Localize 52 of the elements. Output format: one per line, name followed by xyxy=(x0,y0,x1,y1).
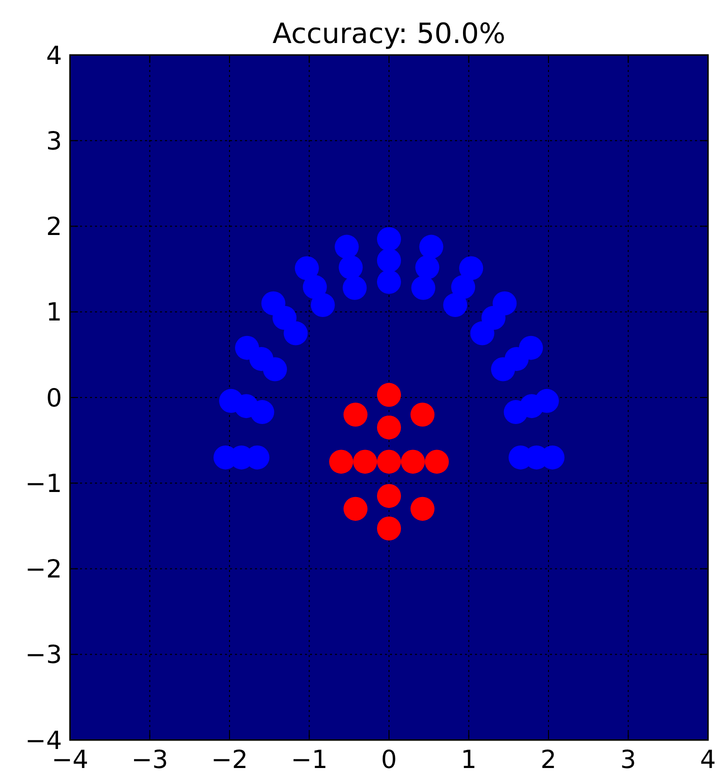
point xyxy=(377,382,401,407)
point xyxy=(410,496,434,521)
point xyxy=(342,276,367,300)
y-tick-label: 3 xyxy=(46,126,62,156)
x-tick-label: −3 xyxy=(131,745,168,774)
point xyxy=(284,321,308,346)
point xyxy=(377,248,401,272)
point xyxy=(338,255,363,280)
x-tick-label: 2 xyxy=(540,745,556,774)
x-tick-label: 1 xyxy=(460,745,477,774)
point xyxy=(377,415,401,440)
point xyxy=(377,270,401,294)
point xyxy=(419,234,444,259)
chart-title: Accuracy: 50.0% xyxy=(272,17,506,50)
x-tick-label: 4 xyxy=(700,745,716,774)
y-tick-label: 1 xyxy=(46,298,62,327)
point xyxy=(377,484,401,508)
x-tick-label: −2 xyxy=(211,745,248,774)
x-tick-label: 0 xyxy=(381,745,397,774)
x-tick-label: −1 xyxy=(290,745,328,774)
point xyxy=(294,256,319,280)
point xyxy=(491,357,516,382)
y-tick-label: 2 xyxy=(46,212,62,241)
y-tick-label: −1 xyxy=(25,468,62,498)
y-tick-label: −4 xyxy=(25,726,62,755)
point xyxy=(400,450,425,474)
point xyxy=(470,321,494,346)
y-tick-label: 0 xyxy=(46,383,62,412)
point xyxy=(344,496,368,521)
point xyxy=(504,400,528,424)
point xyxy=(329,450,354,474)
point xyxy=(424,450,449,474)
point xyxy=(334,234,359,259)
y-tick-label: −3 xyxy=(25,640,62,670)
y-tick-label: 4 xyxy=(46,40,62,70)
point xyxy=(410,402,434,427)
point xyxy=(377,227,401,252)
point xyxy=(250,400,274,424)
y-tick-label: −2 xyxy=(25,554,62,584)
point xyxy=(459,256,484,280)
point xyxy=(443,293,468,317)
x-tick-label: 3 xyxy=(620,745,636,774)
point xyxy=(377,450,401,474)
point xyxy=(451,275,476,300)
point xyxy=(353,450,378,474)
point xyxy=(415,255,440,280)
point xyxy=(262,357,287,382)
point xyxy=(302,275,327,300)
point xyxy=(377,516,401,540)
point xyxy=(310,293,335,317)
point xyxy=(344,402,368,427)
point xyxy=(411,276,436,300)
